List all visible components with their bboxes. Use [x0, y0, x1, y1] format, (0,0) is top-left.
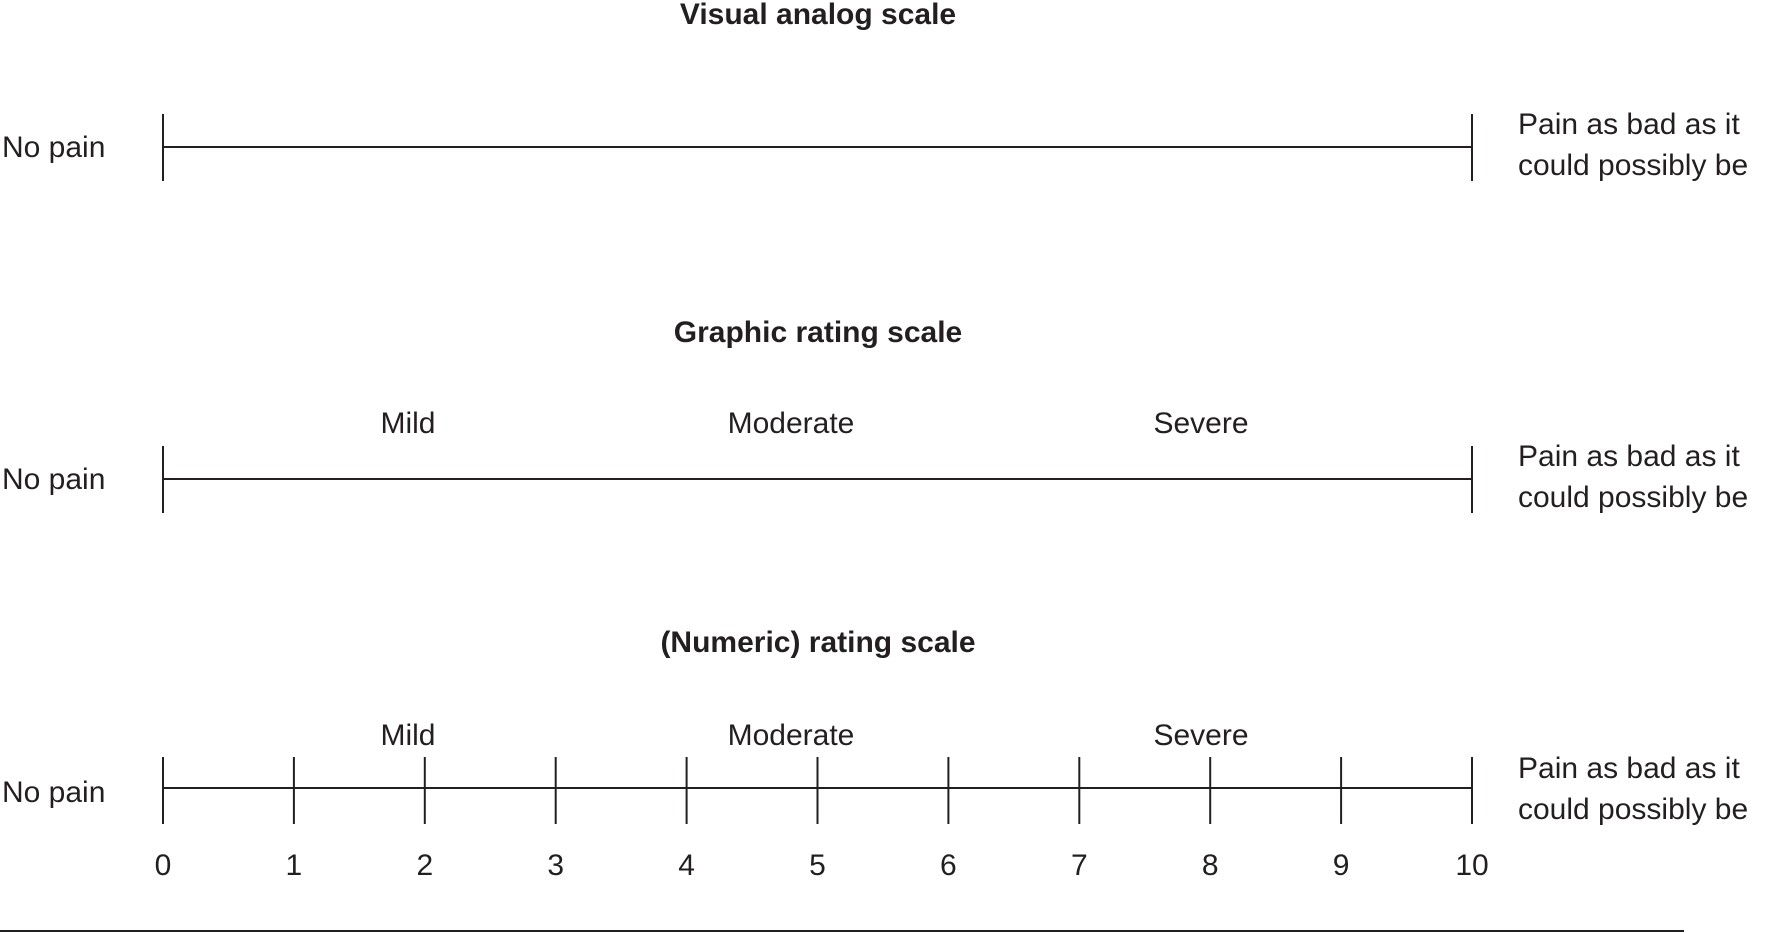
left-label: No pain [2, 776, 105, 809]
tick-label: 3 [547, 849, 564, 882]
left-label: No pain [2, 463, 105, 496]
left-label: No pain [2, 131, 105, 164]
numeric-rating-scale: (Numeric) rating scale Mild Moderate Sev… [2, 626, 1748, 882]
tick-label: 0 [155, 849, 172, 882]
right-label-line-1: Pain as bad as it [1518, 108, 1740, 141]
right-label-line-1: Pain as bad as it [1518, 440, 1740, 473]
right-label-line-2: could possibly be [1518, 149, 1748, 182]
tick-label: 10 [1455, 849, 1488, 882]
numeric-ticks [162, 757, 1473, 824]
category-label-severe: Severe [1153, 407, 1248, 440]
tick-label: 8 [1202, 849, 1219, 882]
right-label-line-1: Pain as bad as it [1518, 752, 1740, 785]
tick-label: 1 [286, 849, 303, 882]
graphic-rating-scale: Graphic rating scale Mild Moderate Sever… [2, 316, 1748, 514]
category-label-mild: Mild [380, 407, 435, 440]
tick-label: 2 [416, 849, 433, 882]
numeric-labels: 0 1 2 3 4 5 6 7 8 9 10 [155, 849, 1489, 882]
scale-title: (Numeric) rating scale [660, 626, 975, 659]
tick-label: 9 [1333, 849, 1350, 882]
tick-label: 4 [678, 849, 695, 882]
category-label-mild: Mild [380, 719, 435, 752]
tick-label: 7 [1071, 849, 1088, 882]
right-label-line-2: could possibly be [1518, 481, 1748, 514]
category-label-moderate: Moderate [728, 407, 855, 440]
category-label-severe: Severe [1153, 719, 1248, 752]
scale-title: Visual analog scale [680, 0, 956, 31]
visual-analog-scale: Visual analog scale No pain Pain as bad … [2, 0, 1748, 182]
category-label-moderate: Moderate [728, 719, 855, 752]
tick-label: 6 [940, 849, 957, 882]
scale-title: Graphic rating scale [674, 316, 962, 349]
right-label-line-2: could possibly be [1518, 793, 1748, 826]
tick-label: 5 [809, 849, 826, 882]
